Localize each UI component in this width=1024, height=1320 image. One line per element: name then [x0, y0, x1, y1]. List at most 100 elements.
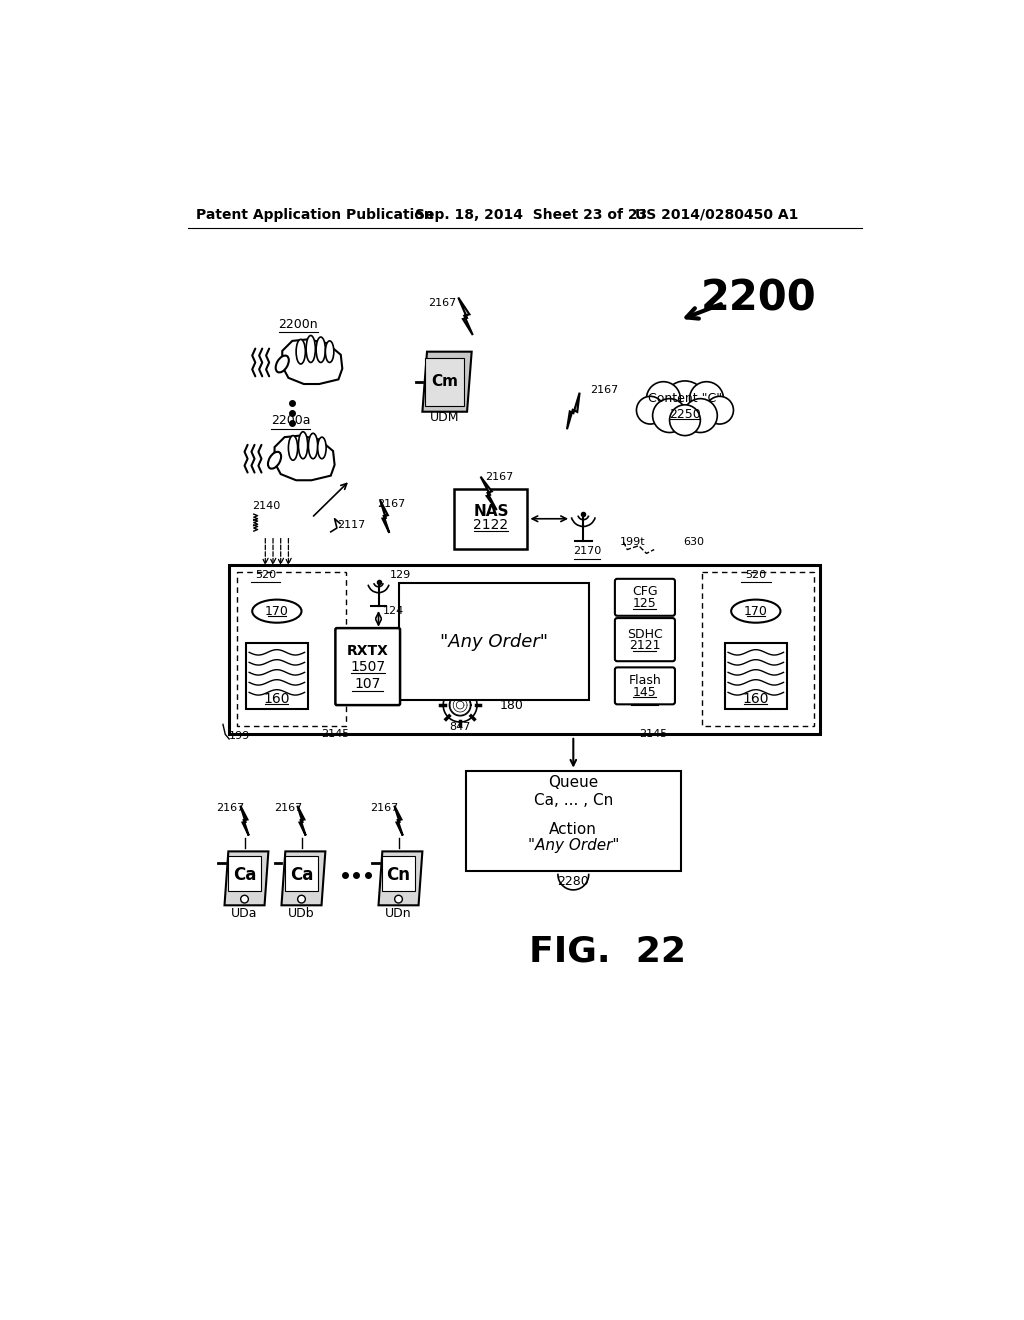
Polygon shape — [380, 500, 389, 533]
FancyBboxPatch shape — [246, 643, 307, 709]
Ellipse shape — [275, 355, 289, 372]
Text: 2167: 2167 — [590, 385, 618, 395]
FancyBboxPatch shape — [382, 855, 416, 891]
FancyBboxPatch shape — [425, 358, 464, 405]
Polygon shape — [282, 851, 326, 906]
Text: CFG: CFG — [632, 585, 657, 598]
Text: 103: 103 — [635, 693, 655, 704]
Text: Sep. 18, 2014  Sheet 23 of 23: Sep. 18, 2014 Sheet 23 of 23 — [416, 207, 648, 222]
Text: 2280: 2280 — [557, 875, 589, 887]
Circle shape — [652, 399, 686, 433]
Circle shape — [683, 399, 717, 433]
Text: Content "C": Content "C" — [648, 392, 722, 405]
Text: 2167: 2167 — [484, 473, 513, 482]
Text: 2145: 2145 — [639, 730, 667, 739]
Text: 129: 129 — [390, 570, 412, 579]
Text: 180: 180 — [500, 700, 523, 711]
Polygon shape — [297, 805, 306, 836]
Circle shape — [298, 895, 305, 903]
Text: Flash: Flash — [629, 675, 662, 686]
Polygon shape — [459, 297, 473, 335]
Text: 170: 170 — [265, 605, 289, 618]
Polygon shape — [422, 351, 472, 412]
Text: "Any Order": "Any Order" — [440, 634, 548, 651]
Text: 199t: 199t — [620, 537, 645, 546]
Text: 2122: 2122 — [473, 517, 509, 532]
Text: 2250: 2250 — [669, 408, 700, 421]
FancyBboxPatch shape — [455, 488, 527, 549]
Ellipse shape — [289, 436, 298, 461]
Text: Ca: Ca — [290, 866, 313, 883]
Text: Patent Application Publication: Patent Application Publication — [196, 207, 434, 222]
Text: 520: 520 — [255, 570, 275, 579]
Polygon shape — [274, 436, 335, 480]
Circle shape — [241, 895, 249, 903]
Text: 2200: 2200 — [700, 277, 816, 319]
Circle shape — [646, 381, 680, 416]
FancyBboxPatch shape — [614, 618, 675, 661]
FancyBboxPatch shape — [227, 855, 261, 891]
Circle shape — [670, 405, 700, 436]
Circle shape — [706, 396, 733, 424]
FancyBboxPatch shape — [229, 565, 820, 734]
Text: Action: Action — [549, 821, 597, 837]
Text: FIG.  22: FIG. 22 — [529, 935, 686, 969]
Text: 2167: 2167 — [428, 298, 457, 309]
Text: 160: 160 — [263, 692, 290, 706]
Polygon shape — [283, 339, 342, 384]
Text: 124: 124 — [382, 606, 403, 616]
Ellipse shape — [317, 437, 326, 459]
Ellipse shape — [308, 433, 317, 459]
Text: 630: 630 — [683, 537, 705, 546]
Circle shape — [637, 396, 665, 424]
Text: 125: 125 — [633, 597, 656, 610]
Polygon shape — [241, 805, 249, 836]
Text: Ca: Ca — [232, 866, 256, 883]
Text: UDM: UDM — [430, 411, 460, 424]
Text: 2200n: 2200n — [279, 318, 318, 331]
Text: US 2014/0280450 A1: US 2014/0280450 A1 — [635, 207, 799, 222]
Ellipse shape — [298, 432, 307, 459]
Ellipse shape — [326, 341, 334, 363]
Text: 107: 107 — [354, 677, 381, 690]
Polygon shape — [224, 851, 268, 906]
Text: RXTX: RXTX — [347, 644, 389, 659]
Polygon shape — [567, 392, 580, 429]
Polygon shape — [394, 805, 402, 836]
Polygon shape — [480, 477, 497, 510]
Text: Cn: Cn — [386, 866, 411, 883]
Text: "Any Order": "Any Order" — [527, 838, 618, 853]
Text: Cm: Cm — [431, 374, 458, 389]
Ellipse shape — [296, 339, 305, 364]
Ellipse shape — [316, 337, 326, 363]
FancyBboxPatch shape — [398, 583, 590, 701]
Text: 2121: 2121 — [629, 639, 660, 652]
Text: 2167: 2167 — [377, 499, 406, 510]
Text: 2167: 2167 — [216, 804, 245, 813]
Ellipse shape — [252, 599, 301, 623]
FancyBboxPatch shape — [466, 771, 681, 871]
Text: SDHC: SDHC — [627, 628, 663, 640]
Circle shape — [664, 381, 707, 424]
FancyBboxPatch shape — [336, 628, 400, 705]
Text: UDb: UDb — [288, 907, 314, 920]
Ellipse shape — [268, 451, 282, 469]
Text: 520: 520 — [745, 570, 766, 579]
Text: 2167: 2167 — [371, 804, 398, 813]
Text: 2167: 2167 — [274, 804, 302, 813]
Text: 2117: 2117 — [337, 520, 366, 531]
Text: 847: 847 — [450, 722, 471, 731]
Text: NAS: NAS — [473, 503, 509, 519]
FancyBboxPatch shape — [614, 668, 675, 705]
Text: Queue: Queue — [548, 775, 598, 791]
Text: UDa: UDa — [231, 907, 258, 920]
Text: UDn: UDn — [385, 907, 412, 920]
Text: 199: 199 — [229, 731, 251, 741]
Circle shape — [689, 381, 724, 416]
Text: 2170: 2170 — [573, 546, 601, 556]
Text: 2200a: 2200a — [271, 414, 310, 428]
Circle shape — [394, 895, 402, 903]
Text: 1507: 1507 — [350, 660, 385, 673]
FancyBboxPatch shape — [614, 578, 675, 615]
Ellipse shape — [731, 599, 780, 623]
